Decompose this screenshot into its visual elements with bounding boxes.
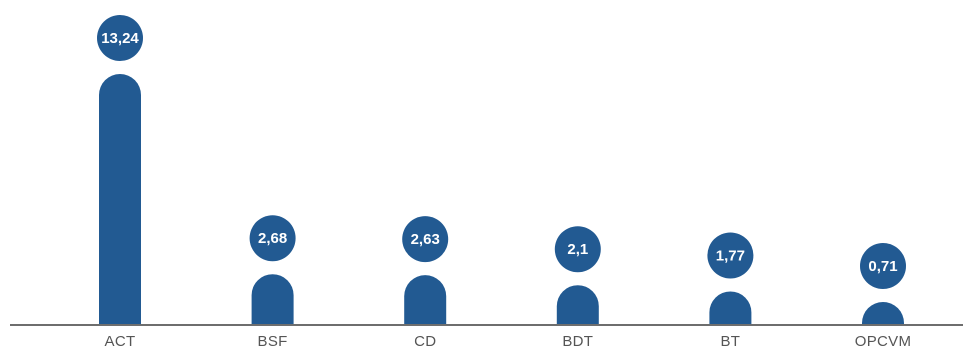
- tick-label-bdt: BDT: [562, 333, 593, 350]
- bar-act: [99, 74, 141, 325]
- data-label-bdt: 2,1: [567, 241, 588, 258]
- bar-bt: [709, 291, 752, 325]
- data-label-cd: 2,63: [411, 231, 440, 248]
- data-label-act: 13,24: [101, 30, 139, 47]
- bar-bdt: [556, 285, 599, 325]
- bar-opcvm: [862, 302, 904, 325]
- value-bubble-opcvm: [860, 243, 906, 289]
- tick-label-cd: CD: [414, 333, 436, 350]
- data-label-opcvm: 0,71: [868, 258, 897, 275]
- category-labels-group: ACT BSF CD BDT BT OPCVM: [105, 333, 912, 350]
- bar-cd: [404, 275, 447, 325]
- bars-group: 13,24 2,68 2,63 2,1 1,77 0,71: [97, 15, 906, 325]
- value-bubble-bsf: [249, 215, 296, 262]
- value-bubble-act: [97, 15, 143, 61]
- data-label-bsf: 2,68: [258, 230, 287, 247]
- value-bubble-bdt: [554, 226, 601, 273]
- data-label-bt: 1,77: [716, 247, 745, 264]
- tick-label-act: ACT: [105, 333, 136, 350]
- tick-label-bsf: BSF: [258, 333, 288, 350]
- value-bubble-cd: [402, 216, 449, 263]
- value-bubble-bt: [707, 232, 754, 279]
- bar-bsf: [251, 274, 294, 325]
- tick-label-opcvm: OPCVM: [855, 333, 912, 350]
- tick-label-bt: BT: [721, 333, 741, 350]
